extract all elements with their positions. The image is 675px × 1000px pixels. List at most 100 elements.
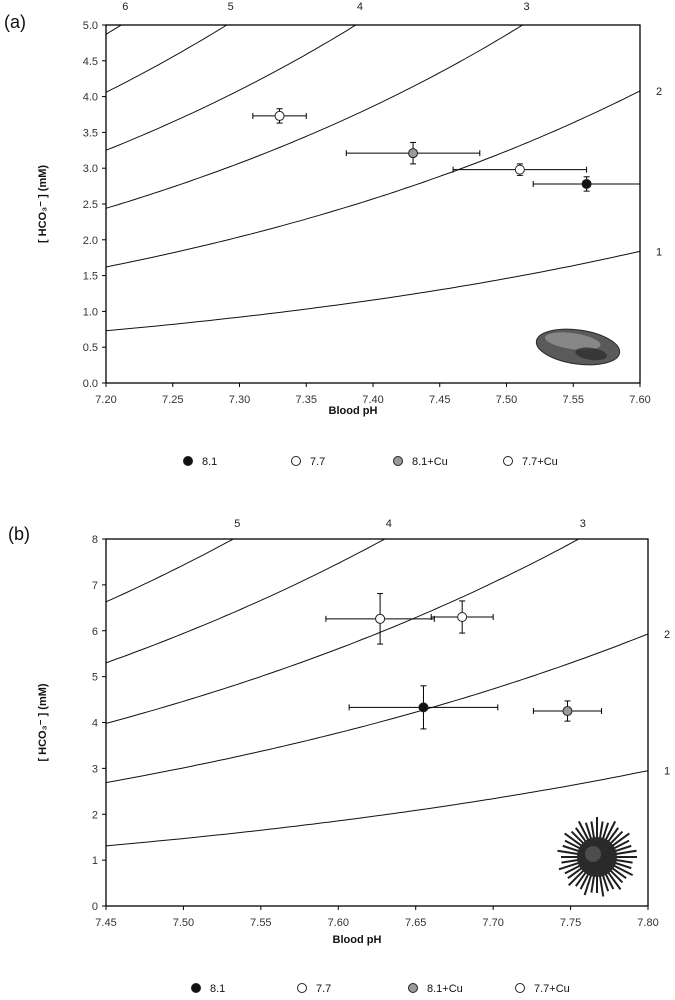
panel-label: (b) [8, 524, 30, 544]
x-tick-label: 7.25 [162, 394, 183, 406]
isopleth-curve [106, 633, 648, 784]
isopleth-curve [106, 90, 640, 268]
x-tick-label: 7.50 [496, 394, 517, 406]
legend-label: 8.1+Cu [412, 456, 448, 468]
x-tick-label: 7.55 [563, 394, 584, 406]
data-series [348, 685, 499, 730]
y-tick-label: 3.5 [83, 127, 98, 139]
isopleth-label: 4 [386, 518, 392, 530]
isopleth-curve [106, 539, 580, 724]
chart-panel-a: (a) 1 2 3 4 5 6 7.20 7.25 7.30 7.35 7.40 7.45 7.50 7.5… [4, 1, 662, 468]
isopleth-curve [106, 539, 235, 603]
urchin-spine [610, 863, 634, 877]
data-point [408, 148, 419, 159]
data-point [562, 706, 573, 717]
isopleth-curve [106, 539, 386, 664]
legend-marker [515, 983, 525, 993]
data-point [457, 611, 468, 622]
y-tick-label: 6 [92, 626, 98, 638]
y-tick-label: 5 [92, 672, 98, 684]
x-tick-label: 7.35 [296, 394, 317, 406]
legend-marker [503, 456, 513, 466]
x-tick-label: 7.75 [560, 917, 581, 929]
data-series [345, 141, 481, 165]
isopleth-curve [106, 25, 228, 93]
legend-label: 7.7+Cu [522, 456, 558, 468]
legend-marker [191, 983, 201, 993]
data-series [452, 163, 588, 176]
isopleth-label: 3 [580, 518, 586, 530]
y-tick-label: 0.5 [83, 342, 98, 354]
data-series [532, 700, 603, 722]
x-tick-label: 7.45 [429, 394, 450, 406]
y-tick-label: 7 [92, 580, 98, 592]
data-point [274, 110, 285, 121]
y-tick-label: 1 [92, 855, 98, 867]
urchin-spine [557, 849, 582, 856]
y-tick-label: 3 [92, 763, 98, 775]
x-tick-label: 7.45 [95, 917, 116, 929]
x-tick-label: 7.80 [637, 917, 658, 929]
data-series [532, 176, 641, 192]
urchin-spine [577, 820, 591, 844]
urchin-highlight [585, 846, 601, 862]
isopleth-label: 1 [656, 246, 662, 258]
x-tick-label: 7.50 [173, 917, 194, 929]
y-tick-label: 8 [92, 534, 98, 546]
urchin-spine [568, 867, 587, 886]
data-point [418, 702, 429, 713]
y-tick-label: 4 [92, 718, 98, 730]
legend-marker [183, 456, 193, 466]
data-point [375, 613, 386, 624]
isopleth-label: 5 [234, 518, 240, 530]
y-tick-label: 2.5 [83, 199, 98, 211]
x-tick-label: 7.60 [328, 917, 349, 929]
isopleth-group [106, 25, 640, 332]
data-series [325, 593, 435, 645]
x-tick-label: 7.65 [405, 917, 426, 929]
isopleth-label: 6 [122, 1, 128, 13]
legend-marker [297, 983, 307, 993]
legend-label: 8.1 [202, 456, 217, 468]
legend-label: 7.7 [310, 456, 325, 468]
x-tick-label: 7.20 [95, 394, 116, 406]
isopleth-label: 2 [664, 629, 670, 641]
x-axis-label: Blood pH [329, 405, 378, 417]
isopleth-curve [106, 250, 640, 332]
y-tick-label: 1.5 [83, 271, 98, 283]
y-axis-label: [ HCO₃⁻ ] (mM) [37, 165, 49, 243]
y-tick-label: 1.0 [83, 306, 98, 318]
data-point [581, 178, 592, 189]
mussel-highlight [545, 332, 601, 351]
legend-label: 7.7+Cu [534, 983, 570, 995]
isopleth-label: 2 [656, 86, 662, 98]
x-tick-label: 7.40 [362, 394, 383, 406]
y-tick-label: 0 [92, 901, 98, 913]
x-axis-label: Blood pH [333, 934, 382, 946]
isopleth-label: 1 [664, 766, 670, 778]
isopleth-label: 3 [524, 1, 530, 13]
legend-label: 8.1 [210, 983, 225, 995]
isopleth-label: 4 [357, 1, 363, 13]
panel-label: (a) [4, 12, 26, 32]
data-series [252, 108, 307, 124]
y-tick-label: 4.5 [83, 56, 98, 68]
isopleth-group [106, 539, 648, 847]
urchin-spine [612, 849, 637, 856]
isopleth-curve [106, 25, 524, 209]
isopleth-curve [106, 770, 648, 847]
y-tick-label: 5.0 [83, 20, 98, 32]
x-tick-label: 7.30 [229, 394, 250, 406]
legend-label: 8.1+Cu [427, 983, 463, 995]
x-tick-label: 7.60 [629, 394, 650, 406]
sea-urchin-icon [557, 817, 637, 897]
legend-label: 7.7 [316, 983, 331, 995]
isopleth-curve [106, 25, 357, 151]
y-tick-label: 0.0 [83, 378, 98, 390]
legend-marker [291, 456, 301, 466]
y-tick-label: 2.0 [83, 235, 98, 247]
urchin-spine [603, 820, 617, 844]
y-tick-label: 4.0 [83, 92, 98, 104]
